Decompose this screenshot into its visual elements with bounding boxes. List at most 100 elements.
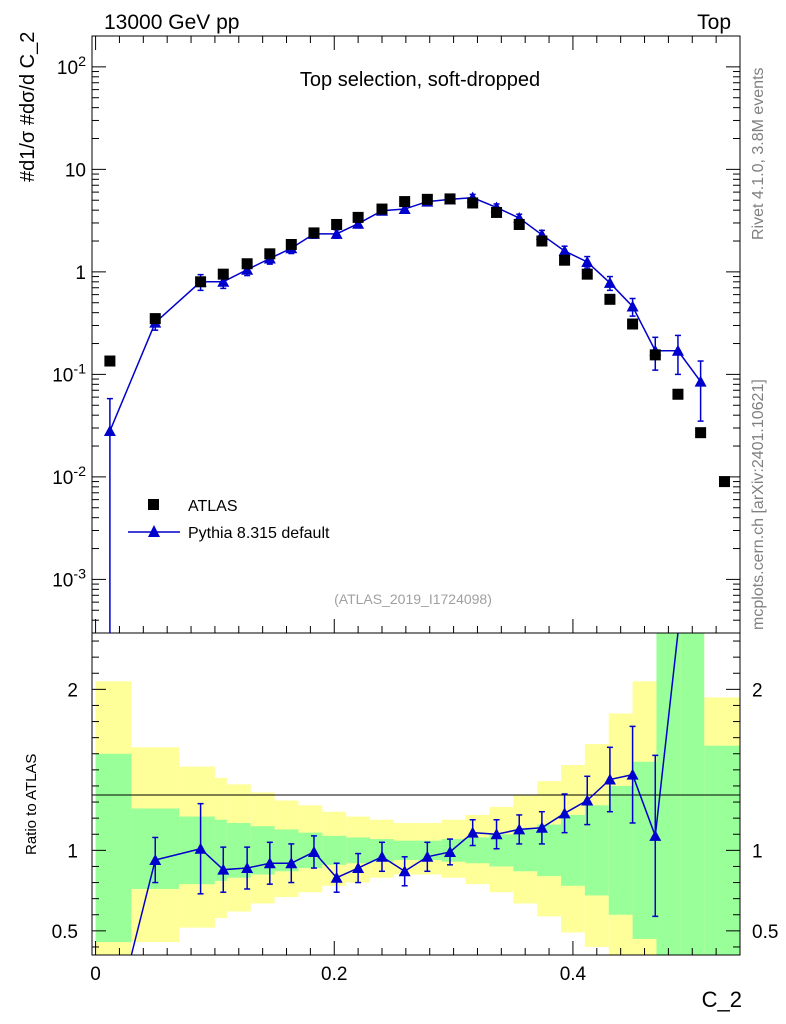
header-right: Top: [697, 11, 731, 34]
atlas-point: [627, 318, 639, 330]
pythia-point: [330, 227, 343, 239]
ratio-series: [130, 632, 679, 956]
ratio-point: [285, 857, 298, 869]
legend-atlas-label: ATLAS: [188, 498, 238, 515]
atlas-point: [559, 254, 571, 266]
x-tick-label: 0.2: [321, 964, 347, 985]
rivet-label: Rivet 4.1.0, 3.8M events: [750, 67, 767, 240]
atlas-point: [195, 276, 207, 288]
ratio-point: [444, 845, 457, 857]
ratio-point: [490, 828, 503, 840]
atlas-point: [604, 293, 616, 305]
ratio-point: [307, 845, 320, 857]
x-axis-label: C_2: [702, 987, 742, 1012]
x-tick-label: 0.4: [560, 964, 587, 985]
ratio-y-tick-label: 2: [752, 680, 763, 701]
ratio-point: [421, 850, 434, 862]
y-tick-label: 10-2: [52, 464, 86, 489]
ratio-point: [194, 842, 207, 854]
band-inner-bin: [214, 819, 227, 881]
band-inner-bin: [584, 805, 609, 896]
main-axis-ticks: 10-3 10-2 10-1 1 10 102: [52, 35, 740, 634]
band-inner-bin: [680, 633, 705, 955]
legend-atlas-marker: [148, 499, 159, 510]
atlas-point: [467, 197, 479, 209]
atlas-point: [581, 268, 593, 280]
band-inner-bin: [322, 835, 347, 865]
ratio-y-tick-label: 0.5: [52, 922, 78, 943]
ratio-y-tick-label: 0.5: [752, 922, 778, 943]
main-plot-frame: [91, 35, 741, 634]
pythia-series: [103, 191, 707, 633]
pythia-line: [109, 196, 702, 432]
atlas-series: [104, 193, 730, 488]
y-tick-label: 1: [75, 263, 86, 284]
ratio-point: [217, 863, 230, 875]
band-inner-bin: [298, 832, 323, 869]
band-inner-bin: [656, 633, 681, 955]
pythia-point: [603, 276, 616, 288]
band-inner-bin: [346, 837, 371, 864]
ratio-y-tick-label: 1: [752, 841, 763, 862]
y-tick-label: 10-1: [52, 361, 86, 386]
atlas-point: [399, 196, 411, 208]
ratio-point: [513, 823, 526, 835]
x-tick-label: 0: [90, 964, 101, 985]
band-inner-bin: [465, 837, 490, 864]
ratio-plot-frame: [91, 632, 741, 956]
y-tick-label: 10: [65, 160, 86, 181]
plot-title: Top selection, soft-dropped: [300, 69, 540, 91]
atlas-point: [718, 476, 730, 488]
band-inner-bin: [489, 834, 514, 867]
atlas-point: [352, 211, 364, 223]
ratio-axis-ticks: 0.5 0.5 1 1 2 2: [52, 640, 778, 948]
ratio-point: [149, 854, 162, 866]
y-tick-label: 10-3: [52, 566, 86, 591]
band-inner-bin: [608, 785, 633, 915]
ratio-point: [352, 862, 365, 874]
band-inner-bin: [632, 761, 657, 939]
ratio-point: [558, 807, 571, 819]
atlas-point: [672, 388, 684, 400]
pythia-point: [217, 275, 230, 287]
x-axis-ticks: 0 0.2 0.4: [90, 36, 741, 985]
analysis-label: (ATLAS_2019_I1724098): [334, 591, 492, 607]
pythia-point: [352, 217, 365, 229]
atlas-point: [536, 235, 548, 247]
atlas-point: [649, 349, 661, 361]
pythia-point: [581, 255, 594, 267]
ratio-point: [581, 794, 594, 806]
ratio-point: [241, 862, 254, 874]
ratio-uncertainty-bands: [95, 633, 740, 955]
ratio-point: [535, 821, 548, 833]
atlas-point: [149, 313, 161, 325]
mcplots-label: mcplots.cern.ch [arXiv:2401.10621]: [750, 379, 767, 630]
y-axis-label-ratio: Ratio to ATLAS: [23, 754, 40, 855]
pythia-point: [103, 425, 116, 437]
ratio-point: [375, 850, 388, 862]
atlas-point: [285, 238, 297, 250]
legend-pythia-marker: [148, 525, 160, 537]
pythia-point: [558, 244, 571, 256]
atlas-point: [217, 268, 229, 280]
ratio-y-tick-label: 2: [67, 680, 78, 701]
atlas-point: [104, 355, 116, 367]
atlas-point: [264, 248, 276, 260]
atlas-point: [376, 203, 388, 215]
ratio-point: [626, 768, 639, 780]
band-inner-bin: [95, 753, 132, 943]
ratio-point: [330, 871, 343, 883]
y-tick-label: 102: [57, 54, 86, 79]
band-inner-bin: [226, 822, 251, 878]
atlas-point: [695, 427, 707, 439]
ratio-point: [466, 826, 479, 838]
atlas-point: [331, 218, 343, 230]
pythia-point: [671, 344, 684, 356]
band-inner-bin: [393, 840, 418, 861]
band-inner-bin: [513, 829, 538, 872]
band-inner-bin: [537, 824, 561, 877]
atlas-point: [421, 193, 433, 205]
ratio-point: [603, 773, 616, 785]
header-left: 13000 GeV pp: [104, 11, 239, 34]
